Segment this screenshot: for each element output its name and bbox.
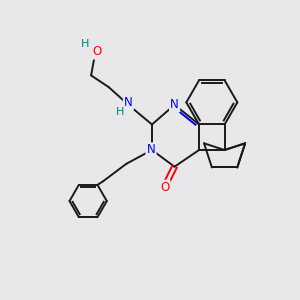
Text: N: N [124,96,133,110]
Text: N: N [170,98,179,111]
Text: O: O [160,181,169,194]
Text: H: H [81,39,89,49]
Text: H: H [116,107,125,117]
Text: N: N [147,143,155,157]
Text: O: O [92,45,102,58]
